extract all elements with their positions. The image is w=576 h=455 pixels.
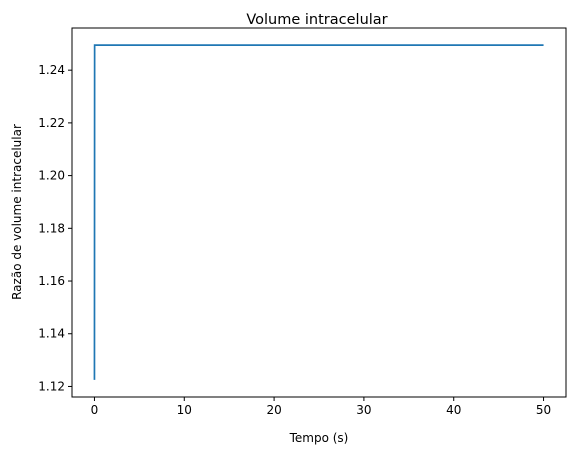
series-layer <box>93 44 544 380</box>
y-axis-label: Razão de volume intracelular <box>10 124 24 300</box>
x-tick-label: 30 <box>356 403 371 417</box>
series-line <box>93 44 544 380</box>
y-tick-label: 1.14 <box>38 327 65 341</box>
y-tick-label: 1.20 <box>38 169 65 183</box>
x-tick-label: 20 <box>266 403 281 417</box>
x-axis-label: Tempo (s) <box>289 431 349 445</box>
x-tick-label: 10 <box>177 403 192 417</box>
plot-area-frame <box>71 27 567 398</box>
y-tick-label: 1.18 <box>38 221 65 235</box>
x-tick-label: 50 <box>536 403 551 417</box>
ticks-layer: 0 10 20 30 40 50 1.12 1.14 1.16 1.18 1.20 1.22 1.24 <box>38 63 551 417</box>
x-tick-label: 40 <box>446 403 461 417</box>
y-tick-label: 1.24 <box>38 63 65 77</box>
y-tick-label: 1.12 <box>38 379 65 393</box>
y-tick-label: 1.22 <box>38 116 65 130</box>
y-tick-label: 1.16 <box>38 274 65 288</box>
chart-title: Volume intracelular <box>246 12 387 28</box>
x-tick-label: 0 <box>91 403 99 417</box>
